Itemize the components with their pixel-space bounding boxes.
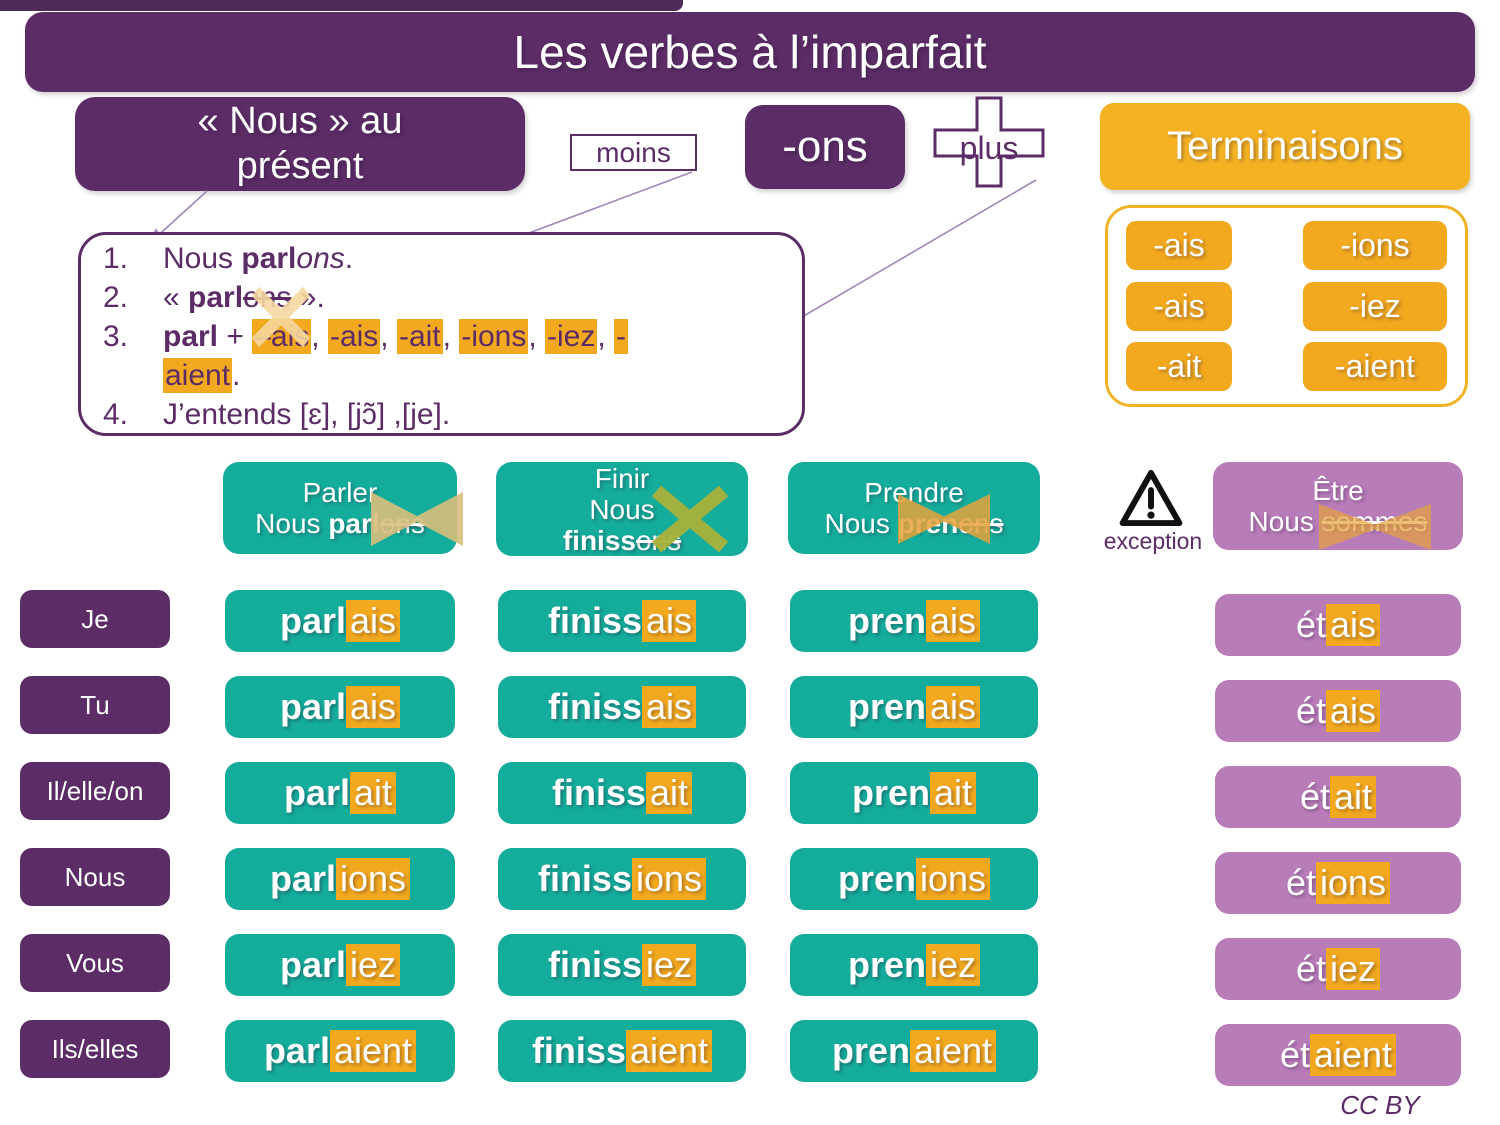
ending-chip: -ait xyxy=(1126,342,1232,391)
nous-box-line1: « Nous » au xyxy=(197,100,403,142)
terminaisons-title-box: Terminaisons xyxy=(1100,103,1470,190)
ending-chip: -ions xyxy=(1303,221,1447,270)
endings-panel: -ais -ions -ais -iez -ait -aient xyxy=(1105,205,1468,407)
verb-pill-etre-0: ét ais xyxy=(1215,594,1461,656)
nous-au-present-box: « Nous » au présent xyxy=(75,97,525,191)
verb-pill-prendre-2: pren ait xyxy=(790,762,1038,824)
verb-pill-parler-0: parl ais xyxy=(225,590,455,652)
verb-pill-parler-5: parl aient xyxy=(225,1020,455,1082)
verb-pill-finir-1: finiss ais xyxy=(498,676,746,738)
warning-icon xyxy=(1118,468,1184,528)
verb-pill-finir-5: finiss aient xyxy=(498,1020,746,1082)
step-number: 2. xyxy=(103,281,129,314)
step-text: J’entends [ɛ], [jɔ̃] ,[je]. xyxy=(163,398,451,431)
pronoun-pill-nous: Nous xyxy=(20,848,170,906)
minus-label-box: moins xyxy=(570,134,697,171)
nous-box-line2: présent xyxy=(236,145,364,187)
step-number: 3. xyxy=(103,320,129,353)
ending-chip: -iez xyxy=(1303,281,1447,331)
rule-steps-list: 1. Nous parlons. 2. « parlons ». 3. parl + –… xyxy=(81,235,802,434)
ons-suffix-box: -ons xyxy=(745,105,905,189)
pronoun-pill-vous: Vous xyxy=(20,934,170,992)
verb-pill-prendre-1: pren ais xyxy=(790,676,1038,738)
pronoun-pill-tu: Tu xyxy=(20,676,170,734)
ending-chip: -ais xyxy=(1126,281,1232,331)
verb-pill-etre-2: ét ait xyxy=(1215,766,1461,828)
verb-pill-etre-1: ét ais xyxy=(1215,680,1461,742)
verb-pill-parler-4: parl iez xyxy=(225,934,455,996)
verb-pill-etre-4: ét iez xyxy=(1215,938,1461,1000)
step-text: parl + –ais, -ais, -ait, -ions, -iez, -a… xyxy=(163,319,629,393)
ending-chip: -ais xyxy=(1126,221,1232,270)
plus-label: plus xyxy=(959,130,1019,166)
verb-pill-prendre-3: pren ions xyxy=(790,848,1038,910)
verb-pill-finir-0: finiss ais xyxy=(498,590,746,652)
verb-pill-parler-1: parl ais xyxy=(225,676,455,738)
ons-suffix-label: -ons xyxy=(782,122,868,171)
step-item: 2. « parlons ». xyxy=(81,278,796,317)
column-header-etre: Être Nous sommes xyxy=(1213,462,1463,550)
top-edge-shape xyxy=(0,0,683,11)
column-header-parler: Parler Nous parlons xyxy=(223,462,463,554)
verb-pill-etre-3: ét ions xyxy=(1215,852,1461,914)
verb-pill-prendre-5: pren aient xyxy=(790,1020,1038,1082)
rule-steps-box: 1. Nous parlons. 2. « parlons ». 3. parl + –… xyxy=(78,232,805,436)
page-title: Les verbes à l’imparfait xyxy=(25,12,1475,92)
page-title-text: Les verbes à l’imparfait xyxy=(513,26,987,78)
column-header-prendre: Prendre Nous prenons xyxy=(788,462,1040,554)
verb-pill-finir-2: finiss ait xyxy=(498,762,746,824)
ending-chip: -aient xyxy=(1303,342,1447,391)
column-header-finir: Finir Nous finissons xyxy=(496,462,748,556)
verb-pill-prendre-0: pren ais xyxy=(790,590,1038,652)
step-number: 1. xyxy=(103,242,129,275)
exception-label: exception xyxy=(1103,528,1203,554)
step-text: « parlons ». xyxy=(163,281,325,314)
pronoun-pill-je: Je xyxy=(20,590,170,648)
verb-pill-parler-2: parl ait xyxy=(225,762,455,824)
verb-pill-parler-3: parl ions xyxy=(225,848,455,910)
verb-pill-etre-5: ét aient xyxy=(1215,1024,1461,1086)
pronoun-pill-il-elle-on: Il/elle/on xyxy=(20,762,170,820)
pronoun-pill-ils-elles: Ils/elles xyxy=(20,1020,170,1078)
minus-label: moins xyxy=(596,136,671,168)
license-credit: CC BY xyxy=(1340,1090,1420,1120)
step-number: 4. xyxy=(103,398,129,431)
terminaisons-title: Terminaisons xyxy=(1167,124,1403,168)
step-text: Nous parlons. xyxy=(163,242,354,275)
step-item: 3. parl + –ais, -ais, -ait, -ions, -iez,… xyxy=(81,317,796,395)
step-item: 4. J’entends [ɛ], [jɔ̃] ,[je]. xyxy=(81,395,796,434)
verb-pill-finir-3: finiss ions xyxy=(498,848,746,910)
verb-pill-prendre-4: pren iez xyxy=(790,934,1038,996)
verb-pill-finir-4: finiss iez xyxy=(498,934,746,996)
step-item: 1. Nous parlons. xyxy=(81,239,796,278)
